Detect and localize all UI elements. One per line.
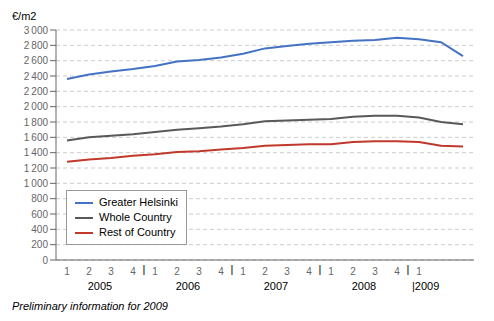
svg-text:1: 1 xyxy=(416,266,422,277)
svg-text:3: 3 xyxy=(372,266,378,277)
html-text:Greater Helsinki: Greater Helsinki xyxy=(99,196,178,208)
svg-text:600: 600 xyxy=(31,209,48,220)
html-text:|2009: |2009 xyxy=(411,280,440,292)
svg-text:2: 2 xyxy=(262,266,268,277)
svg-text:400: 400 xyxy=(31,224,48,235)
svg-text:1 600: 1 600 xyxy=(24,132,49,143)
svg-text:4: 4 xyxy=(130,266,136,277)
svg-text:3: 3 xyxy=(196,266,202,277)
svg-text:0: 0 xyxy=(42,255,48,266)
svg-text:2: 2 xyxy=(86,266,92,277)
svg-text:1 400: 1 400 xyxy=(24,147,49,158)
html-text:Preliminary information for 20: Preliminary information for 2009 xyxy=(12,300,168,312)
svg-text:2 000: 2 000 xyxy=(24,101,49,112)
html-text:2007: 2007 xyxy=(263,280,289,292)
svg-text:3 000: 3 000 xyxy=(24,25,49,36)
html-text:2008: 2008 xyxy=(351,280,377,292)
svg-text:1 800: 1 800 xyxy=(24,117,49,128)
svg-text:4: 4 xyxy=(218,266,224,277)
svg-text:3: 3 xyxy=(284,266,290,277)
svg-text:1 000: 1 000 xyxy=(24,178,49,189)
svg-text:2 400: 2 400 xyxy=(24,71,49,82)
svg-text:4: 4 xyxy=(306,266,312,277)
svg-text:2 600: 2 600 xyxy=(24,55,49,66)
svg-text:1: 1 xyxy=(328,266,334,277)
svg-text:3: 3 xyxy=(108,266,114,277)
svg-text:1: 1 xyxy=(64,266,70,277)
svg-text:2 200: 2 200 xyxy=(24,86,49,97)
html-text:Rest of Country: Rest of Country xyxy=(99,226,176,238)
svg-text:1: 1 xyxy=(152,266,158,277)
svg-text:2: 2 xyxy=(350,266,356,277)
html-text:€/m2: €/m2 xyxy=(12,10,37,22)
html-text:Whole Country: Whole Country xyxy=(99,211,172,223)
svg-text:2 800: 2 800 xyxy=(24,40,49,51)
svg-text:800: 800 xyxy=(31,193,48,204)
svg-text:4: 4 xyxy=(394,266,400,277)
svg-text:2: 2 xyxy=(174,266,180,277)
html-text:2006: 2006 xyxy=(175,280,201,292)
html-text:2005: 2005 xyxy=(87,280,113,292)
svg-text:200: 200 xyxy=(31,239,48,250)
svg-text:1 200: 1 200 xyxy=(24,163,49,174)
svg-text:1: 1 xyxy=(240,266,246,277)
